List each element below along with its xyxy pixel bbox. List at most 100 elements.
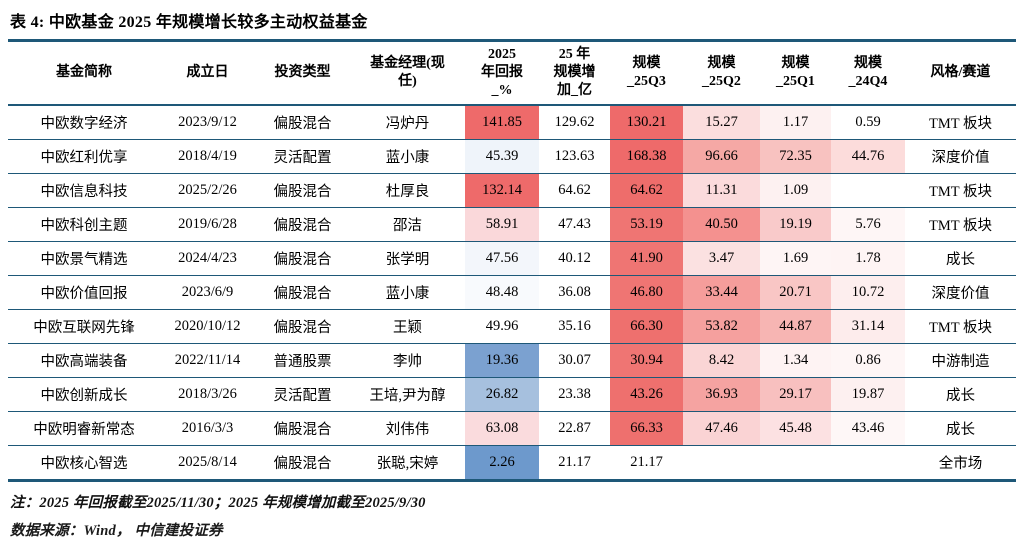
- cell-fund-name: 中欧景气精选: [8, 241, 160, 276]
- cell-scale-25q1: 1.34: [760, 343, 831, 378]
- cell-fund-name: 中欧互联网先锋: [8, 309, 160, 344]
- cell-fund-name: 中欧价值回报: [8, 275, 160, 310]
- cell-scale-25q2: 11.31: [683, 173, 760, 208]
- cell-return-2025-pct: 48.48: [465, 275, 539, 310]
- cell-scale-25q1: 1.17: [760, 105, 831, 140]
- cell-invest-type: 偏股混合: [255, 309, 350, 344]
- cell-scale-24q4: 43.46: [831, 411, 905, 446]
- cell-invest-type: 偏股混合: [255, 207, 350, 242]
- footnote-data-source: 数据来源：Wind， 中信建投证券: [10, 523, 223, 539]
- cell-inception-date: 2024/4/23: [160, 241, 255, 276]
- cell-inception-date: 2025/2/26: [160, 173, 255, 208]
- col-header-style-track: 风格/赛道: [905, 40, 1016, 106]
- cell-scale-add-25y: 40.12: [539, 241, 610, 276]
- cell-scale-25q3: 66.30: [610, 309, 683, 344]
- table-header: 基金简称 成立日 投资类型 基金经理(现 任) 2025 年回报 _% 25 年 规模增 …: [8, 40, 1016, 106]
- table-header-row: 基金简称 成立日 投资类型 基金经理(现 任) 2025 年回报 _% 25 年 规模增 …: [8, 40, 1016, 106]
- cell-return-2025-pct: 2.26: [465, 445, 539, 481]
- cell-scale-25q2: 96.66: [683, 139, 760, 174]
- cell-fund-manager: 邵洁: [350, 207, 465, 242]
- cell-return-2025-pct: 141.85: [465, 105, 539, 140]
- col-header-return-2025-pct: 2025 年回报 _%: [465, 40, 539, 106]
- cell-scale-add-25y: 21.17: [558, 454, 591, 470]
- cell-invest-type: 普通股票: [255, 343, 350, 378]
- cell-inception-date: 2023/6/9: [160, 275, 255, 310]
- cell-scale-25q2: 40.50: [683, 207, 760, 242]
- col-header-scale-add-25y: 25 年 规模增 加_亿: [539, 40, 610, 106]
- cell-scale-25q2: 33.44: [683, 275, 760, 310]
- footnote-cutoff-dates: 注：2025 年回报截至2025/11/30；2025 年规模增加截至2025/…: [10, 495, 426, 511]
- col-header-scale-25q3: 规模 _25Q3: [610, 40, 683, 106]
- cell-scale-25q3: 30.94: [610, 343, 683, 378]
- cell-inception-date: 2019/6/28: [160, 207, 255, 242]
- cell-return-2025-pct: 58.91: [465, 207, 539, 242]
- cell-fund-manager: 王颖: [350, 309, 465, 344]
- cell-fund-manager: 刘伟伟: [350, 411, 465, 446]
- cell-style-track: 中游制造: [905, 343, 1016, 378]
- table-row: 中欧明睿新常态 2016/3/3 偏股混合 刘伟伟 63.08 22.87 66.33 47.…: [8, 411, 1016, 446]
- fund-table: 基金简称 成立日 投资类型 基金经理(现 任) 2025 年回报 _% 25 年 规模增 …: [8, 39, 1016, 482]
- cell-style-track: TMT 板块: [905, 173, 1016, 208]
- cell-return-2025-pct: 49.96: [465, 309, 539, 344]
- cell-scale-24q4: [831, 173, 905, 208]
- col-header-fund-manager: 基金经理(现 任): [350, 40, 465, 106]
- cell-invest-type: 偏股混合: [255, 241, 350, 276]
- table-row: 中欧红利优享 2018/4/19 灵活配置 蓝小康 45.39 123.63 168.38 9…: [8, 139, 1016, 174]
- cell-fund-name: 中欧信息科技: [8, 173, 160, 208]
- cell-return-2025-pct: 47.56: [465, 241, 539, 276]
- cell-invest-type: 灵活配置: [255, 139, 350, 174]
- table-row: 中欧数字经济 2023/9/12 偏股混合 冯炉丹 141.85 129.62 130.21…: [8, 105, 1016, 140]
- cell-fund-name: 中欧创新成长: [8, 377, 160, 412]
- cell-invest-type: 灵活配置: [255, 377, 350, 412]
- cell-scale-25q1: [760, 446, 831, 481]
- cell-fund-name: 中欧数字经济: [8, 105, 160, 140]
- cell-scale-24q4: 0.86: [831, 343, 905, 378]
- cell-style-track: TMT 板块: [905, 105, 1016, 140]
- cell-return-2025-pct: 45.39: [465, 139, 539, 174]
- cell-scale-add-25y: 123.63: [539, 139, 610, 174]
- cell-scale-25q3: 130.21: [610, 105, 683, 140]
- cell-invest-type: 偏股混合: [255, 411, 350, 446]
- cell-scale-25q1: 20.71: [760, 275, 831, 310]
- cell-scale-add-25y: 23.38: [539, 377, 610, 412]
- cell-fund-name: 中欧红利优享: [8, 139, 160, 174]
- cell-fund-manager: 蓝小康: [350, 275, 465, 310]
- cell-fund-name: 中欧核心智选: [40, 456, 128, 472]
- cell-scale-add-25y: 30.07: [539, 343, 610, 378]
- cell-inception-date: 2016/3/3: [160, 411, 255, 446]
- col-header-scale-25q1: 规模 _25Q1: [760, 40, 831, 106]
- cell-scale-24q4: 0.59: [831, 105, 905, 140]
- cell-scale-24q4: 19.87: [831, 377, 905, 412]
- cell-invest-type: 偏股混合: [255, 275, 350, 310]
- cell-scale-add-25y: 64.62: [539, 173, 610, 208]
- cell-scale-25q1: 29.17: [760, 377, 831, 412]
- cell-scale-24q4: 5.76: [831, 207, 905, 242]
- table-row: 中欧高端装备 2022/11/14 普通股票 李帅 19.36 30.07 30.94 8.4…: [8, 343, 1016, 378]
- cell-scale-25q3: 168.38: [610, 139, 683, 174]
- cell-style-track: 成长: [905, 377, 1016, 412]
- cell-scale-24q4: [831, 446, 905, 481]
- cell-scale-25q1: 72.35: [760, 139, 831, 174]
- cell-invest-type: 偏股混合: [273, 456, 332, 472]
- cell-scale-25q2: 15.27: [683, 105, 760, 140]
- cell-fund-manager: 王培,尹为醇: [350, 377, 465, 412]
- cell-scale-25q1: 19.19: [760, 207, 831, 242]
- cell-inception-date: 2020/10/12: [160, 309, 255, 344]
- table-body: 中欧数字经济 2023/9/12 偏股混合 冯炉丹 141.85 129.62 130.21…: [8, 105, 1016, 481]
- cell-scale-25q1: 44.87: [760, 309, 831, 344]
- table-title: 表 4: 中欧基金 2025 年规模增长较多主动权益基金: [10, 14, 368, 31]
- cell-scale-25q2: 36.93: [683, 377, 760, 412]
- cell-style-track: 深度价值: [905, 275, 1016, 310]
- cell-fund-name: 中欧科创主题: [8, 207, 160, 242]
- cell-fund-manager: 张聪,宋婷: [376, 456, 439, 472]
- table-row: 中欧价值回报 2023/6/9 偏股混合 蓝小康 48.48 36.08 46.80 33.4…: [8, 275, 1016, 310]
- table-row: 中欧信息科技 2025/2/26 偏股混合 杜厚良 132.14 64.62 64.62 11…: [8, 173, 1016, 208]
- cell-fund-manager: 冯炉丹: [350, 105, 465, 140]
- cell-scale-25q3: 21.17: [630, 454, 663, 470]
- cell-scale-24q4: 10.72: [831, 275, 905, 310]
- cell-scale-25q1: 45.48: [760, 411, 831, 446]
- cell-style-track: 成长: [905, 411, 1016, 446]
- table-row: 中欧科创主题 2019/6/28 偏股混合 邵洁 58.91 47.43 53.19 40.5…: [8, 207, 1016, 242]
- cell-scale-25q2: 47.46: [683, 411, 760, 446]
- cell-scale-add-25y: 129.62: [539, 105, 610, 140]
